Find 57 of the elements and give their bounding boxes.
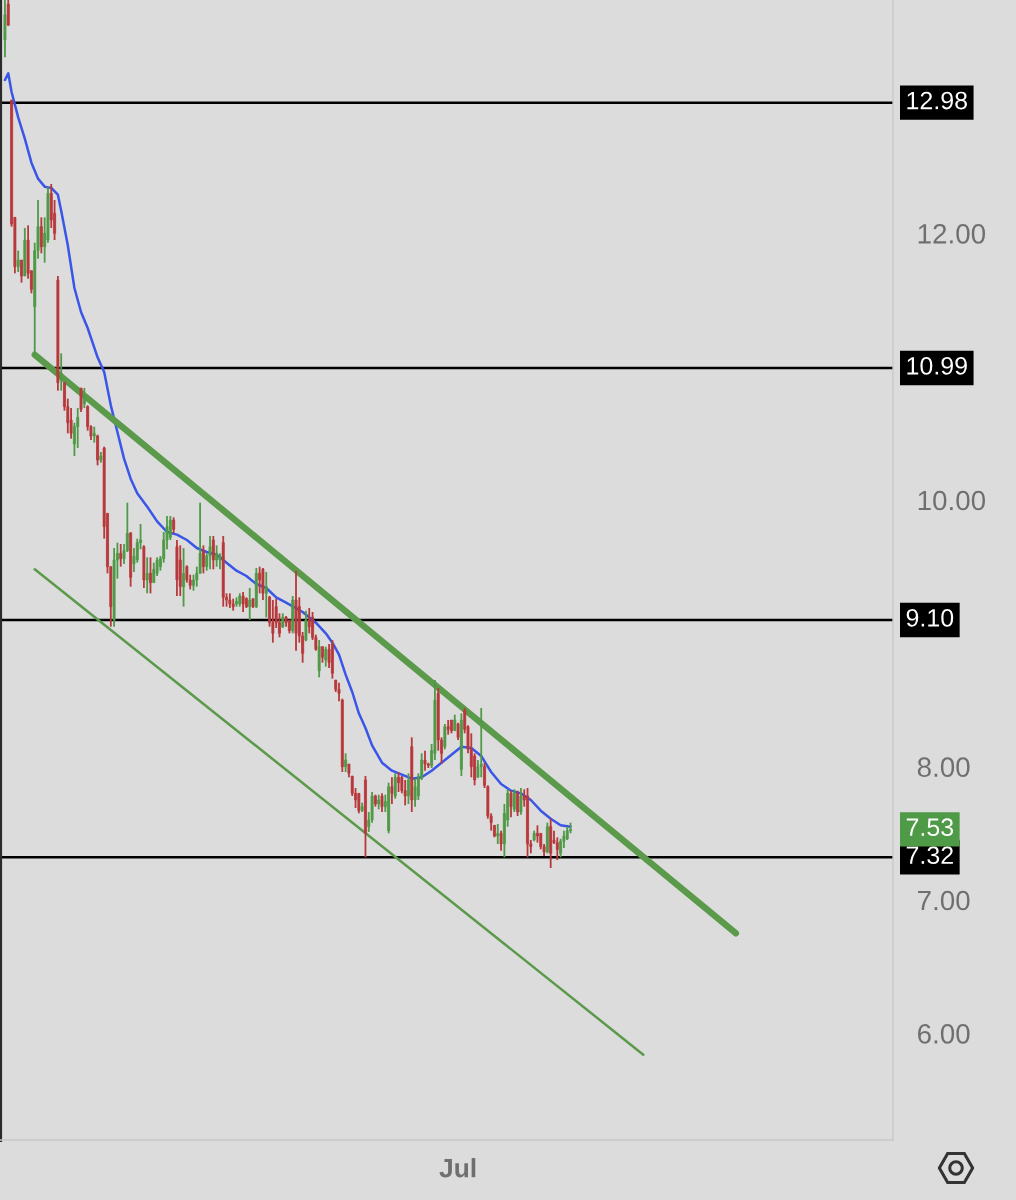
candlestick: [390, 776, 394, 805]
candlestick: [450, 719, 453, 735]
candlestick: [403, 779, 407, 807]
ref-line-label: 10.99: [907, 357, 967, 375]
candlestick: [20, 259, 23, 284]
candlestick: [364, 775, 367, 859]
candlestick: [261, 567, 265, 601]
y-tick-label: 6.00: [918, 1024, 970, 1044]
candlestick: [307, 607, 311, 635]
candlestick: [215, 544, 219, 568]
candlestick: [264, 571, 268, 619]
y-tick-label: 8.00: [917, 757, 970, 778]
candlestick: [145, 556, 149, 595]
candlestick: [357, 792, 361, 815]
candlestick: [119, 543, 123, 568]
ref-line-label: 7.32: [906, 846, 953, 865]
ref-line-label: 9.10: [906, 609, 954, 627]
candlestick: [201, 544, 205, 575]
candlestick: [324, 645, 328, 668]
text: 7.53: [906, 818, 954, 837]
candlestick: [16, 249, 20, 273]
candlestick: [211, 535, 215, 571]
candlestick: [397, 771, 400, 793]
candlestick: [241, 591, 245, 613]
candlestick: [443, 723, 447, 751]
candlestick: [509, 789, 513, 819]
y-tick-label: 7.00: [918, 890, 970, 911]
candlestick: [6, 0, 10, 27]
candlestick: [380, 792, 384, 813]
candlestick: [271, 599, 275, 644]
candlestick: [79, 387, 83, 413]
x-tick-label: Jul: [439, 1158, 476, 1178]
candlestick: [423, 749, 427, 772]
y-tick-label: 12.00: [918, 224, 986, 244]
candlestick: [499, 829, 503, 852]
candlestick: [39, 216, 43, 255]
candlestick: [317, 639, 321, 679]
candlestick: [516, 789, 520, 817]
candlestick: [208, 535, 212, 571]
y-tick-label: 10.00: [918, 490, 986, 511]
candlestick: [536, 824, 539, 844]
candlestick: [235, 596, 238, 608]
candlestick: [304, 609, 308, 643]
ref-line-label: 12.98: [907, 91, 967, 110]
candlestick: [407, 772, 410, 805]
candlestick: [321, 645, 324, 664]
candlestick: [526, 787, 529, 859]
candlestick: [393, 772, 397, 800]
candlestick: [413, 777, 417, 808]
candlestick: [344, 752, 348, 773]
candlestick: [152, 561, 156, 584]
candlestick: [82, 387, 86, 409]
candlestick: [512, 788, 516, 813]
candlestick: [149, 556, 152, 595]
candlestick: [496, 823, 500, 845]
candlestick: [519, 787, 523, 816]
candlestick: [182, 547, 185, 608]
